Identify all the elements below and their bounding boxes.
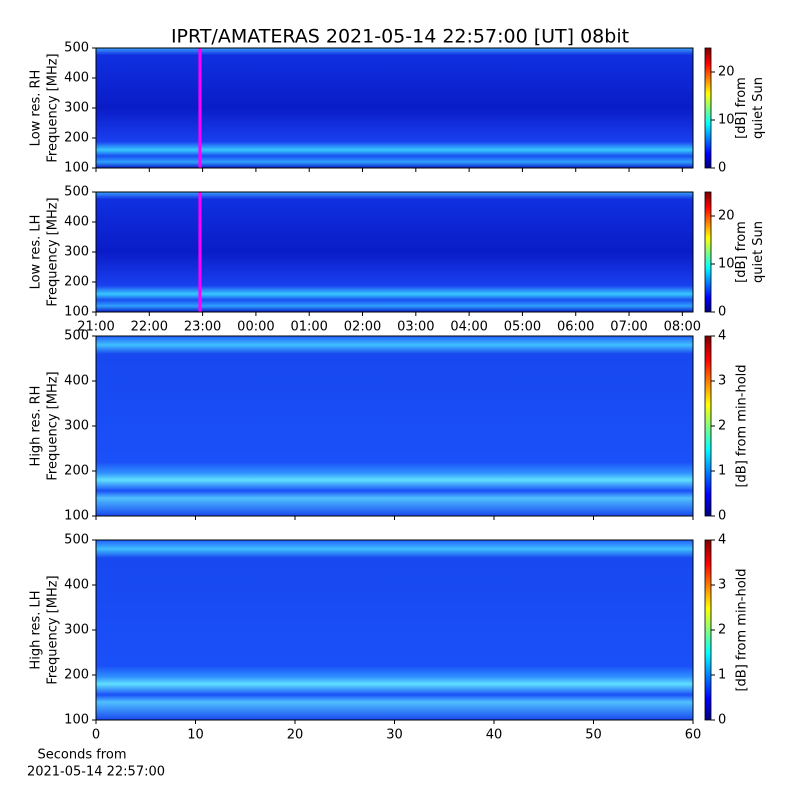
x-tick-label: 06:00 (557, 320, 594, 335)
colorbar (704, 539, 712, 721)
y-tick-label: 500 (64, 41, 89, 56)
y-tick-label: 400 (64, 71, 89, 86)
x-tick-label: 23:00 (184, 320, 221, 335)
colorbar-tick-label: 3 (718, 578, 726, 593)
y-tick-label: 200 (64, 464, 89, 479)
y-axis-label: Frequency [MHz] (46, 371, 61, 480)
y-tick-label: 500 (64, 533, 89, 548)
x-tick-label: 40 (486, 728, 503, 743)
y-tick-label: 300 (64, 623, 89, 638)
x-tick-label: 10 (187, 728, 204, 743)
y-axis-label: Frequency [MHz] (46, 53, 61, 162)
spectrogram-image (96, 48, 693, 168)
y-tick-label: 100 (64, 713, 89, 728)
y-axis-label: High res. LH (29, 590, 44, 669)
colorbar-tick-label: 10 (718, 113, 735, 128)
colorbar (704, 47, 712, 169)
y-tick-label: 300 (64, 101, 89, 116)
colorbar-label: quiet Sun (751, 77, 766, 139)
colorbar-tick-label: 1 (718, 668, 726, 683)
x-tick-label: 60 (685, 728, 702, 743)
y-tick-label: 500 (64, 185, 89, 200)
x-tick-label: 20 (287, 728, 304, 743)
spectrogram-image (96, 192, 693, 312)
x-tick-label: 30 (386, 728, 403, 743)
y-tick-label: 400 (64, 578, 89, 593)
y-tick-label: 100 (64, 161, 89, 176)
y-tick-label: 200 (64, 275, 89, 290)
colorbar-tick-label: 0 (718, 161, 726, 176)
colorbar-label: [dB] from min-hold (735, 568, 750, 691)
colorbar (704, 335, 712, 517)
colorbar-tick-label: 10 (718, 257, 735, 272)
colorbar-tick-label: 0 (718, 305, 726, 320)
colorbar-tick-label: 3 (718, 374, 726, 389)
x-tick-label: 08:00 (664, 320, 701, 335)
colorbar (704, 191, 712, 313)
colorbar-label: [dB] from (734, 77, 749, 139)
colorbar-tick-label: 20 (718, 65, 735, 80)
y-tick-label: 500 (64, 329, 89, 344)
x-tick-label: 21:00 (77, 320, 114, 335)
chart-title: IPRT/AMATERAS 2021-05-14 22:57:00 [UT] 0… (171, 26, 629, 48)
x-tick-label: 05:00 (504, 320, 541, 335)
x-tick-label: 02:00 (344, 320, 381, 335)
colorbar-label: [dB] from min-hold (735, 364, 750, 487)
y-tick-label: 100 (64, 305, 89, 320)
y-axis-label: Frequency [MHz] (46, 575, 61, 684)
x-tick-label: 04:00 (450, 320, 487, 335)
x-tick-label: 01:00 (290, 320, 327, 335)
y-tick-label: 200 (64, 131, 89, 146)
x-tick-label: 07:00 (610, 320, 647, 335)
colorbar-label: [dB] from (734, 221, 749, 283)
y-tick-label: 400 (64, 374, 89, 389)
colorbar-tick-label: 0 (718, 509, 726, 524)
colorbar-tick-label: 4 (718, 533, 726, 548)
y-tick-label: 300 (64, 419, 89, 434)
x-tick-label: 22:00 (131, 320, 168, 335)
y-axis-label: Low res. RH (29, 70, 44, 147)
y-tick-label: 300 (64, 245, 89, 260)
colorbar-label: quiet Sun (751, 221, 766, 283)
colorbar-tick-label: 2 (718, 623, 726, 638)
x-tick-label: 50 (585, 728, 602, 743)
y-tick-label: 100 (64, 509, 89, 524)
x-tick-label: 03:00 (397, 320, 434, 335)
y-tick-label: 400 (64, 215, 89, 230)
spectrogram-image (96, 336, 693, 516)
colorbar-tick-label: 1 (718, 464, 726, 479)
colorbar-tick-label: 20 (718, 209, 735, 224)
y-axis-label: High res. RH (29, 386, 44, 467)
x-axis-label: 2021-05-14 22:57:00 (27, 765, 165, 780)
y-axis-label: Low res. LH (29, 215, 44, 290)
colorbar-tick-label: 0 (718, 713, 726, 728)
x-tick-label: 00:00 (237, 320, 274, 335)
colorbar-tick-label: 4 (718, 329, 726, 344)
colorbar-tick-label: 2 (718, 419, 726, 434)
spectrogram-image (96, 540, 693, 720)
x-tick-label: 0 (92, 728, 100, 743)
y-tick-label: 200 (64, 668, 89, 683)
y-axis-label: Frequency [MHz] (46, 197, 61, 306)
x-axis-label: Seconds from (37, 748, 126, 763)
